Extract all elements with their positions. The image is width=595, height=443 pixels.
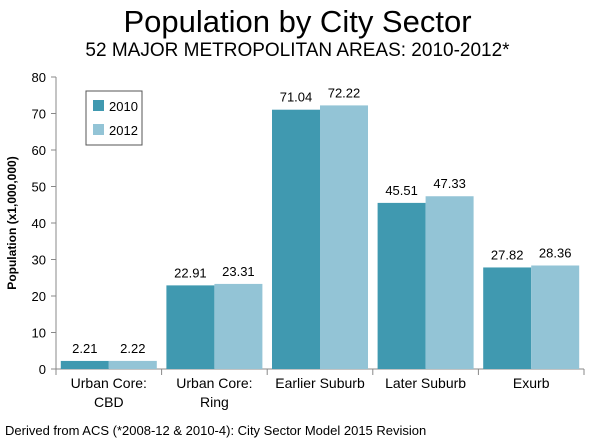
x-tick-label: Ring [200,394,229,410]
legend-items: 2010 2012 [93,99,138,138]
x-axis-labels: Urban Core: CBD Urban Core: Ring Earlier Sub… [71,375,550,410]
x-tick-label: Urban Core: [71,375,147,391]
bar-2010 [483,267,532,369]
x-tick-label: Exurb [513,375,550,391]
data-label: 71.04 [280,90,313,105]
y-tick-label: 70 [32,107,46,122]
y-tick-label: 80 [32,70,46,85]
bar-2010 [60,360,109,369]
legend-swatch [93,100,104,111]
y-tick-label: 60 [32,143,46,158]
y-tick-label: 40 [32,216,46,231]
data-label: 2.22 [120,341,145,356]
chart-subtitle: 52 MAJOR METROPOLITAN AREAS: 2010-2012* [85,40,510,61]
data-label: 47.33 [433,176,466,191]
bar-2010 [272,109,320,369]
x-axis-ticks [55,369,585,375]
x-tick-label: Earlier Suburb [275,375,365,391]
data-label: 72.22 [328,85,361,100]
y-tick-label: 0 [39,362,46,377]
bar-2012 [108,360,157,369]
bars: 2.21 22.91 71.04 45.51 27.82 2.22 23.31 72.22 47… [60,85,580,369]
y-tick-label: 10 [32,326,46,341]
data-label: 22.91 [174,265,207,280]
data-label: 23.31 [222,264,255,279]
legend-label: 2010 [109,99,138,114]
bar-2010 [377,202,426,369]
bar-2012 [531,265,580,369]
y-axis-ticks: 0 10 20 30 40 50 60 70 80 [32,70,56,377]
y-tick-label: 30 [32,253,46,268]
data-label: 27.82 [491,247,524,262]
y-tick-label: 50 [32,180,46,195]
bar-2012 [214,283,263,369]
data-label: 2.21 [72,341,97,356]
bar-2012 [320,105,368,369]
x-tick-label: Urban Core: [176,375,252,391]
x-tick-label: CBD [94,394,124,410]
bar-2012 [425,196,474,369]
legend-label: 2012 [109,123,138,138]
y-tick-label: 20 [32,289,46,304]
plot-area: 0 10 20 30 40 50 60 70 80 2.21 22.91 71.04 45.51 27.… [5,70,585,410]
y-axis-label: Population (x1,000,000) [5,156,19,289]
legend: 2010 2012 [85,90,143,146]
data-label: 45.51 [385,183,418,198]
bar-2010 [166,285,215,369]
x-tick-label: Later Suburb [385,375,466,391]
source-note: Derived from ACS (*2008-12 & 2010-4): Ci… [5,423,427,438]
data-label: 28.36 [539,245,572,260]
chart-title: Population by City Sector [123,4,472,39]
legend-swatch [93,124,104,135]
